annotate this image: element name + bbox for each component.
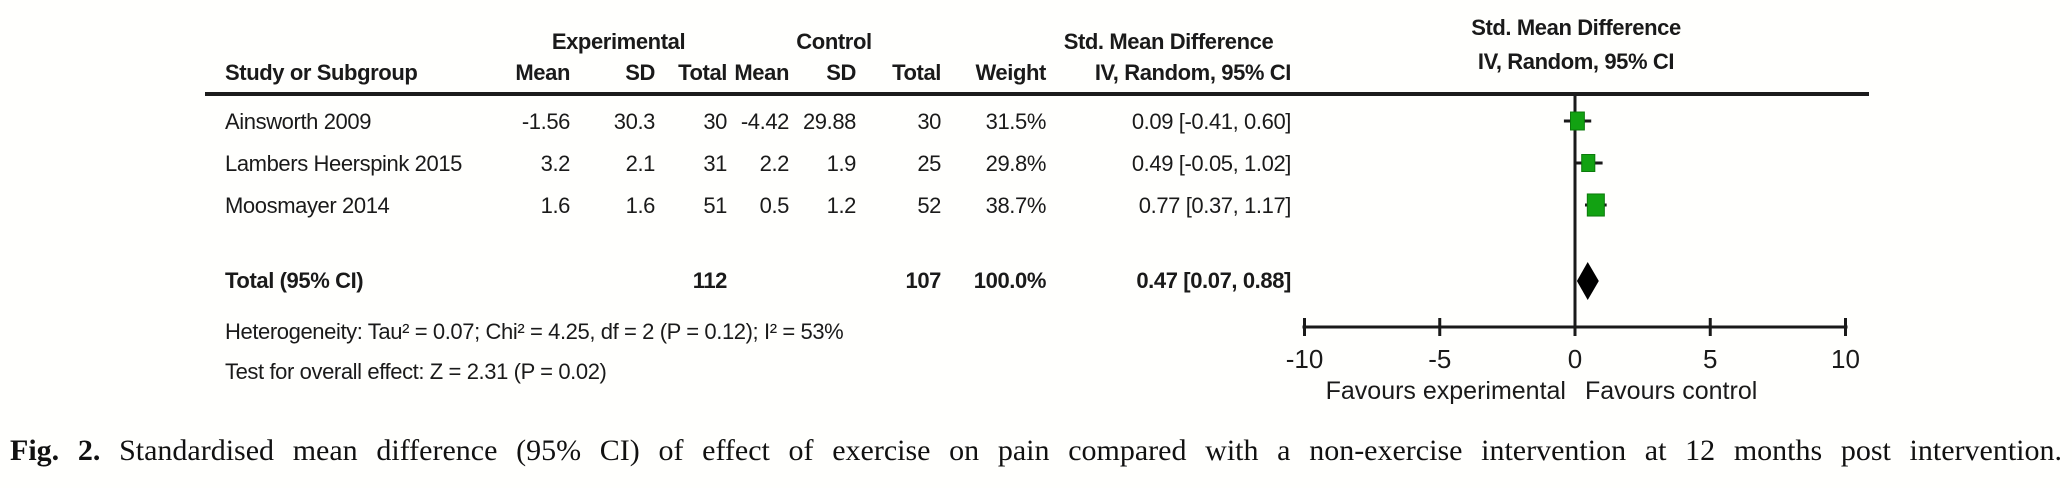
total-effect-ci: 0.47 [0.07, 0.88] [1136,268,1291,293]
table-row: Ainsworth 2009 -1.56 30.3 30 -4.42 29.88… [225,107,1291,137]
cell-total-ctl: 52 [917,193,941,218]
cell-sd-ctl: 1.2 [826,193,857,218]
study-name: Moosmayer 2014 [225,193,390,218]
header-total-exp: Total [678,60,727,85]
study-name: Lambers Heerspink 2015 [225,151,463,176]
cell-total-exp: 51 [703,193,727,218]
cell-sd-ctl: 1.9 [826,151,857,176]
table-row: Lambers Heerspink 2015 3.2 2.1 31 2.2 1.… [225,149,1291,179]
header-sd-exp: SD [625,60,655,85]
header-method: IV, Random, 95% CI [1094,60,1292,85]
header-weight: Weight [975,60,1046,85]
header-study: Study or Subgroup [225,60,418,85]
table-header-row: Study or Subgroup Mean SD Total Mean SD … [225,58,1291,88]
cell-sd-exp: 2.1 [625,151,656,176]
cell-total-exp: 31 [703,151,727,176]
cell-weight: 31.5% [985,109,1047,134]
total-n-exp: 112 [692,268,728,293]
total-row: Total (95% CI) 112 107 100.0% 0.47 [0.07… [225,266,1291,296]
favours-label-right: Favours control [1585,377,1757,405]
column-group-experimental: Experimental [551,29,686,54]
figure-caption-label: Fig. 2. [10,434,101,467]
cell-effect-ci: 0.77 [0.37, 1.17] [1138,193,1292,218]
cell-effect-ci: 0.49 [-0.05, 1.02] [1131,151,1292,176]
plot-header-line2: IV, Random, 95% CI [1477,49,1675,74]
cell-total-ctl: 25 [917,151,941,176]
cell-total-exp: 30 [703,109,727,134]
column-group-smd: Std. Mean Difference [1063,29,1274,54]
cell-weight: 29.8% [985,151,1047,176]
cell-sd-exp: 30.3 [613,109,656,134]
heterogeneity-line: Heterogeneity: Tau² = 0.07; Chi² = 4.25,… [225,319,844,344]
summary-diamond [1576,262,1599,300]
cell-weight: 38.7% [985,193,1047,218]
header-sd-ctl: SD [826,60,856,85]
tick-label: 10 [1831,344,1860,374]
cell-effect-ci: 0.09 [-0.41, 0.60] [1131,109,1292,134]
cell-sd-exp: 1.6 [625,193,656,218]
overall-effect-line: Test for overall effect: Z = 2.31 (P = 0… [225,359,607,384]
total-weight: 100.0% [973,268,1047,293]
column-group-control: Control [796,29,872,54]
header-total-ctl: Total [892,60,941,85]
study-marker [1581,154,1596,172]
figure-caption: Fig. 2. Standardised mean difference (95… [10,432,2062,470]
total-n-ctl: 107 [905,268,941,293]
cell-mean-ctl: 0.5 [759,193,790,218]
cell-mean-exp: 3.2 [540,151,571,176]
cell-mean-exp: 1.6 [540,193,571,218]
cell-mean-ctl: -4.42 [740,109,790,134]
tick-label: -5 [1428,344,1451,374]
header-mean-ctl: Mean [734,60,789,85]
cell-mean-ctl: 2.2 [759,151,790,176]
tick-label: -10 [1286,344,1324,374]
tick-label: 5 [1703,344,1717,374]
plot-header-line1: Std. Mean Difference [1471,15,1681,40]
cell-sd-ctl: 29.88 [802,109,856,134]
header-mean-exp: Mean [515,60,570,85]
cell-total-ctl: 30 [917,109,941,134]
cell-mean-exp: -1.56 [521,109,571,134]
total-label: Total (95% CI) [225,268,364,293]
figure-caption-text: Standardised mean difference (95% CI) of… [119,434,2063,467]
study-marker [1570,111,1585,131]
favours-label-left: Favours experimental [1326,377,1566,405]
study-marker [1586,193,1605,217]
tick-label: 0 [1568,344,1582,374]
header-rule [205,92,1869,96]
study-name: Ainsworth 2009 [225,109,372,134]
table-row: Moosmayer 2014 1.6 1.6 51 0.5 1.2 52 38.… [225,191,1291,221]
